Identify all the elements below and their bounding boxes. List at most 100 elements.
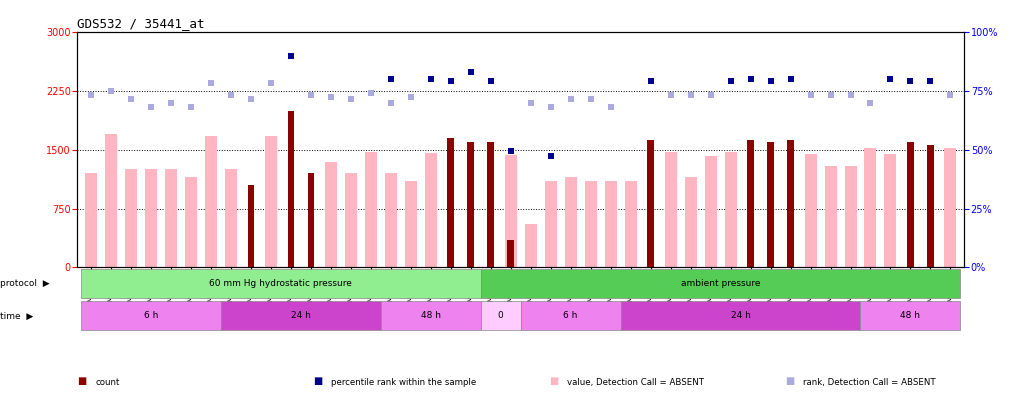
Bar xyxy=(524,224,537,267)
Text: ambient pressure: ambient pressure xyxy=(681,279,760,288)
Point xyxy=(203,80,220,87)
Point xyxy=(143,104,159,110)
Bar xyxy=(508,240,514,267)
Bar xyxy=(865,147,876,267)
Bar xyxy=(225,169,237,267)
Point xyxy=(942,92,958,98)
Text: count: count xyxy=(95,378,120,387)
Text: ■: ■ xyxy=(785,376,794,386)
Bar xyxy=(804,154,817,267)
Point xyxy=(562,96,579,102)
Bar xyxy=(447,138,455,267)
Point xyxy=(703,92,719,98)
Bar xyxy=(247,185,254,267)
Point xyxy=(842,92,859,98)
Bar xyxy=(684,177,697,267)
Bar xyxy=(928,145,934,267)
Bar xyxy=(945,147,956,267)
Point xyxy=(242,96,259,102)
Point xyxy=(83,92,100,98)
Point xyxy=(183,104,199,110)
Text: ■: ■ xyxy=(313,376,322,386)
Bar xyxy=(481,301,520,330)
Text: 0: 0 xyxy=(498,311,504,320)
Text: rank, Detection Call = ABSENT: rank, Detection Call = ABSENT xyxy=(803,378,936,387)
Point xyxy=(722,78,739,84)
Point xyxy=(362,90,379,97)
Point xyxy=(303,92,319,98)
Bar xyxy=(604,181,617,267)
Text: 60 mm Hg hydrostatic pressure: 60 mm Hg hydrostatic pressure xyxy=(209,279,352,288)
Point xyxy=(663,92,679,98)
Text: percentile rank within the sample: percentile rank within the sample xyxy=(331,378,477,387)
Bar xyxy=(861,301,960,330)
Point xyxy=(123,96,140,102)
Text: ■: ■ xyxy=(549,376,558,386)
Point xyxy=(163,100,180,106)
Bar xyxy=(385,173,397,267)
Bar xyxy=(205,136,216,267)
Point xyxy=(743,76,759,83)
Text: 6 h: 6 h xyxy=(144,311,158,320)
Bar xyxy=(325,162,337,267)
Text: 6 h: 6 h xyxy=(563,311,578,320)
Bar xyxy=(287,111,294,267)
Bar xyxy=(884,154,897,267)
Point xyxy=(383,100,399,106)
Bar xyxy=(705,156,716,267)
Point xyxy=(682,92,699,98)
Point xyxy=(583,96,599,102)
Bar xyxy=(381,301,481,330)
Point xyxy=(602,104,619,110)
Point xyxy=(543,104,559,110)
Bar xyxy=(405,181,417,267)
Bar xyxy=(308,173,314,267)
Bar xyxy=(625,181,636,267)
Point xyxy=(103,88,119,94)
Bar xyxy=(365,152,377,267)
Point xyxy=(482,78,499,84)
Text: 24 h: 24 h xyxy=(731,311,750,320)
Bar xyxy=(767,142,774,267)
Point xyxy=(263,80,279,87)
Point xyxy=(442,78,459,84)
Point xyxy=(322,94,339,100)
Bar xyxy=(545,181,557,267)
Point xyxy=(862,100,878,106)
Bar xyxy=(125,169,136,267)
Bar xyxy=(647,141,654,267)
Bar xyxy=(221,301,381,330)
Bar xyxy=(520,301,621,330)
Bar xyxy=(81,301,221,330)
Bar xyxy=(468,142,474,267)
Point xyxy=(882,76,899,83)
Text: protocol  ▶: protocol ▶ xyxy=(0,279,49,288)
Point xyxy=(522,100,539,106)
Text: ■: ■ xyxy=(77,376,86,386)
Point xyxy=(642,78,659,84)
Bar xyxy=(145,169,157,267)
Point xyxy=(783,76,799,83)
Bar xyxy=(747,141,754,267)
Bar xyxy=(487,142,494,267)
Point xyxy=(503,148,519,155)
Bar xyxy=(787,141,794,267)
Bar xyxy=(844,166,857,267)
Point xyxy=(423,76,439,83)
Point xyxy=(282,53,299,59)
Bar xyxy=(265,136,277,267)
Text: 48 h: 48 h xyxy=(421,311,441,320)
Bar xyxy=(585,181,597,267)
Point xyxy=(802,92,819,98)
Text: value, Detection Call = ABSENT: value, Detection Call = ABSENT xyxy=(567,378,705,387)
Bar xyxy=(825,166,836,267)
Point xyxy=(223,92,239,98)
Bar xyxy=(564,177,577,267)
Bar xyxy=(505,156,517,267)
Bar xyxy=(724,152,737,267)
Point xyxy=(762,78,779,84)
Point xyxy=(543,153,559,159)
Bar xyxy=(165,169,176,267)
Text: GDS532 / 35441_at: GDS532 / 35441_at xyxy=(77,17,204,30)
Point xyxy=(402,94,419,100)
